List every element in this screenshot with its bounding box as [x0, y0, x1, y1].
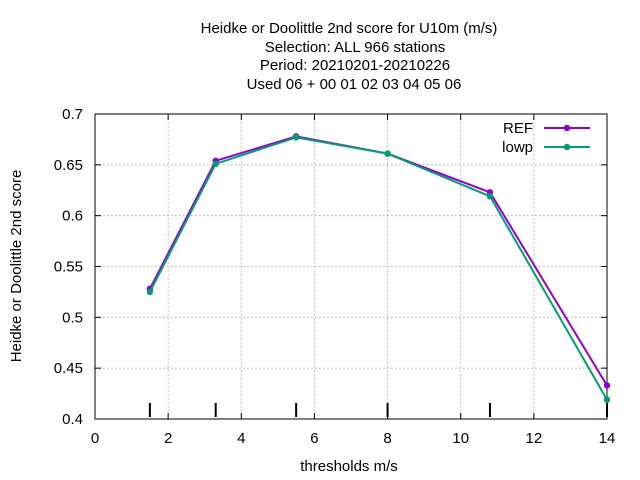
x-tick-label: 4: [237, 430, 245, 447]
x-axis-label: thresholds m/s: [300, 458, 398, 475]
series-line: [149, 135, 608, 387]
y-tick-label: 0.55: [54, 259, 83, 276]
y-tick-label: 0.45: [54, 360, 83, 377]
legend-entry-ref: REF: [503, 120, 590, 137]
legend-label: lowp: [502, 139, 533, 156]
data-point: [146, 288, 154, 296]
y-tick-label: 0.7: [62, 106, 83, 123]
y-tick-label: 0.6: [62, 208, 83, 225]
y-tick-label: 0.65: [54, 157, 83, 174]
x-tick-label: 12: [526, 430, 543, 447]
legend-marker: [563, 124, 571, 132]
data-point: [486, 193, 494, 200]
y-axis-label: Heidke or Doolittle 2nd score: [8, 170, 25, 363]
axis-ticks: 0 2 4 6 8 10 12 14 0.4 0.45 0.5 0.55 0.6 0.65 0.7: [54, 106, 616, 447]
legend-entry-lowp: lowp: [502, 139, 590, 156]
y-tick-label: 0.5: [62, 309, 83, 326]
title-line-4: Used 06 + 00 01 02 03 04 05 06: [247, 76, 462, 93]
x-tick-label: 2: [164, 430, 172, 447]
title-line-3: Period: 20210201-20210226: [260, 57, 450, 74]
legend-marker: [563, 143, 571, 151]
x-tick-label: 0: [91, 430, 99, 447]
data-point: [384, 150, 391, 157]
data-point: [603, 396, 611, 403]
series-lowp: [146, 134, 611, 403]
x-tick-label: 8: [383, 430, 391, 447]
series-layer: [146, 133, 611, 403]
data-point: [603, 382, 611, 389]
legend-label: REF: [503, 120, 533, 137]
x-tick-label: 10: [452, 430, 469, 447]
threshold-markers: [148, 403, 608, 417]
legend: REF lowp: [502, 120, 590, 156]
y-tick-label: 0.4: [62, 411, 83, 428]
chart-title: Heidke or Doolittle 2nd score for U10m (…: [201, 20, 498, 93]
title-line-1: Heidke or Doolittle 2nd score for U10m (…: [201, 20, 498, 37]
x-tick-label: 6: [310, 430, 318, 447]
series-line: [149, 136, 608, 401]
title-line-2: Selection: ALL 966 stations: [265, 39, 445, 56]
x-tick-label: 14: [599, 430, 616, 447]
data-point: [212, 160, 219, 168]
data-point: [292, 134, 300, 141]
series-ref: [146, 133, 611, 389]
